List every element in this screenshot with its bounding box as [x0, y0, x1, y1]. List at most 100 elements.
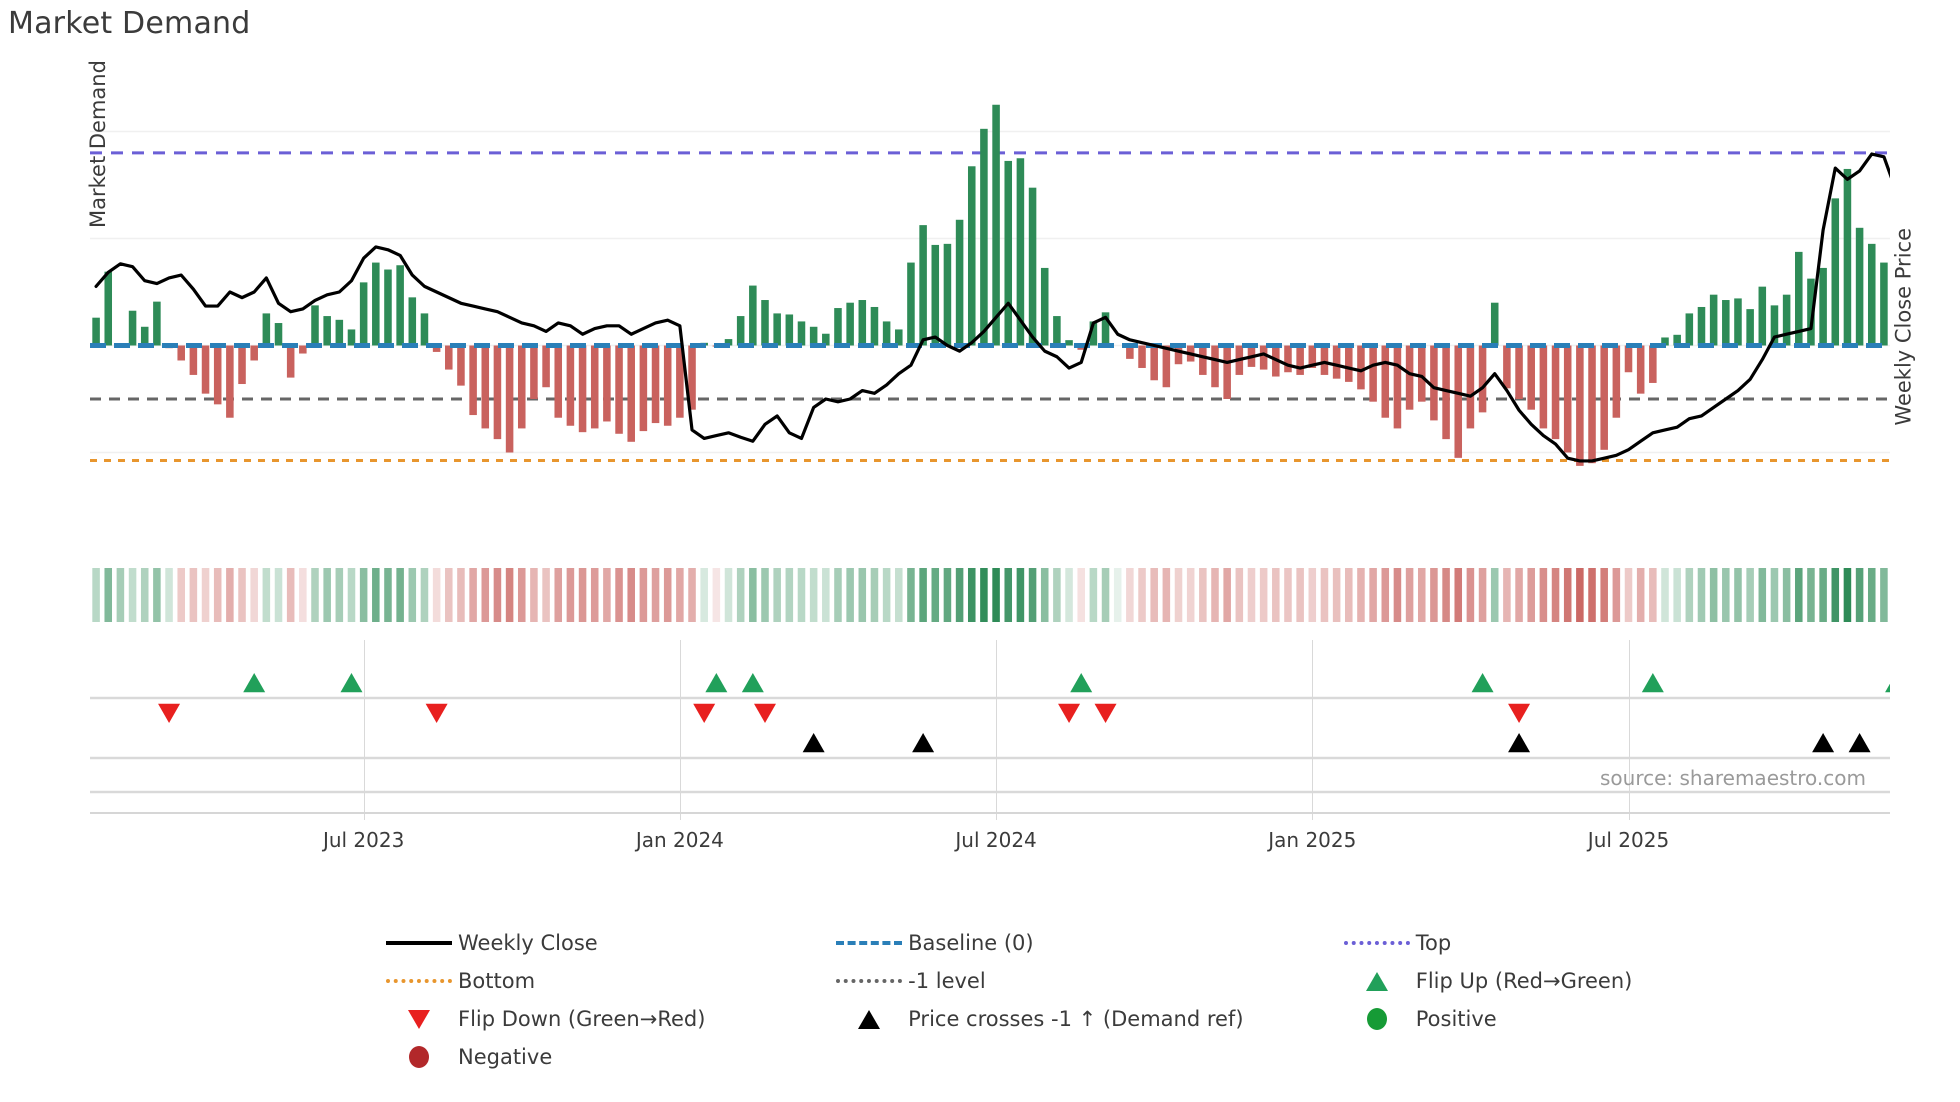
demand-bar	[1527, 345, 1535, 410]
strip-cell	[1369, 568, 1377, 622]
strip-cell	[396, 568, 404, 622]
strip-cell	[530, 568, 538, 622]
demand-bar	[1040, 267, 1049, 346]
demand-bar	[1770, 305, 1779, 346]
demand-bar	[1503, 345, 1511, 389]
legend-row: Bottom -1 level Flip Up (Red→Green)	[380, 962, 1740, 1000]
strip-cell	[505, 568, 514, 622]
demand-bar	[469, 345, 477, 416]
x-tick-mark	[1312, 640, 1314, 820]
demand-bar	[676, 345, 684, 418]
strip-cell	[1223, 568, 1231, 622]
strip-cell	[688, 568, 696, 622]
demand-bar	[1551, 345, 1560, 440]
demand-bar	[797, 321, 806, 346]
demand-bar	[1284, 345, 1292, 373]
strip-cell	[1673, 568, 1681, 622]
demand-bar	[955, 219, 964, 346]
legend-label: -1 level	[908, 969, 986, 993]
demand-bar	[1308, 345, 1317, 368]
demand-bar	[189, 345, 198, 375]
strip-cell	[1551, 568, 1560, 622]
strip-cell	[1503, 568, 1511, 622]
legend-item[interactable]: Baseline (0)	[830, 924, 1338, 962]
legend-row: Weekly Close Baseline (0) Top	[380, 924, 1740, 962]
demand-bar	[882, 321, 891, 346]
demand-bar	[1855, 227, 1864, 346]
strip-cell	[262, 568, 271, 622]
flip-up-marker	[1885, 673, 1908, 693]
demand-bar	[1162, 345, 1171, 388]
strip-cell	[299, 568, 307, 622]
legend-item[interactable]: Flip Up (Red→Green)	[1338, 962, 1740, 1000]
legend-item[interactable]	[830, 1038, 1338, 1076]
strip-cell	[615, 568, 623, 622]
legend-item[interactable]: Weekly Close	[380, 924, 830, 962]
demand-bar	[1576, 345, 1584, 466]
demand-bar	[1867, 243, 1876, 346]
strip-cell	[1855, 568, 1864, 622]
x-tick-label: Jul 2023	[322, 828, 405, 852]
strip-cell	[1393, 568, 1402, 622]
strip-cell	[1430, 568, 1438, 622]
legend-item[interactable]: Negative	[380, 1038, 830, 1076]
price-cross-marker	[912, 733, 935, 753]
legend-item[interactable]: Bottom	[380, 962, 830, 1000]
legend-row: Flip Down (Green→Red) Price crosses -1 ↑ …	[380, 1000, 1740, 1038]
demand-bar	[663, 345, 672, 426]
demand-bar	[1636, 345, 1645, 394]
legend-item[interactable]	[1338, 1038, 1740, 1076]
strip-cell	[1527, 568, 1535, 622]
strip-cell	[481, 568, 490, 622]
strip-cell	[335, 568, 344, 622]
strip-cell	[1795, 568, 1803, 622]
strip-cell	[1381, 568, 1390, 622]
demand-bar	[457, 345, 465, 386]
demand-bar	[445, 345, 453, 370]
strip-cell	[1272, 568, 1280, 622]
strip-cell	[992, 568, 1000, 622]
demand-bar	[967, 166, 976, 346]
y-axis-right-label: Weekly Close Price	[1892, 228, 1916, 426]
dotted-line-swatch-icon	[386, 979, 452, 983]
x-tick-label: Jan 2025	[1268, 828, 1357, 852]
y-axis-left-label: Market Demand	[86, 60, 110, 228]
strip-cell	[347, 568, 356, 622]
demand-bar	[1795, 251, 1803, 346]
demand-bar	[274, 323, 283, 346]
strip-cell	[749, 568, 757, 622]
demand-bar	[907, 262, 915, 346]
legend-swatch	[1338, 941, 1416, 945]
strip-cell	[1284, 568, 1292, 622]
triangle-down-icon	[408, 1009, 430, 1029]
legend-swatch	[380, 1046, 458, 1068]
demand-bar	[1782, 294, 1791, 346]
strip-cell	[1126, 568, 1134, 622]
legend-item[interactable]: Positive	[1338, 1000, 1740, 1038]
strip-cell	[286, 568, 295, 622]
demand-bar	[688, 345, 696, 410]
flip-up-marker	[1070, 673, 1093, 693]
demand-bar	[846, 302, 854, 346]
price-cross-marker	[1508, 733, 1531, 753]
demand-bar	[1624, 345, 1633, 373]
flip-up-marker	[1471, 673, 1494, 693]
strip-cell	[372, 568, 380, 622]
price-cross-marker	[802, 733, 825, 753]
legend-item[interactable]: Flip Down (Green→Red)	[380, 1000, 830, 1038]
demand-bar	[1515, 345, 1523, 399]
strip-cell	[177, 568, 185, 622]
demand-bar	[1016, 158, 1025, 346]
strip-cell	[274, 568, 283, 622]
legend-item[interactable]: -1 level	[830, 962, 1338, 1000]
strip-cell	[1417, 568, 1426, 622]
flip-down-marker	[1058, 703, 1081, 723]
legend-item[interactable]: Top	[1338, 924, 1740, 962]
demand-bar	[1393, 345, 1402, 429]
strip-cell	[919, 568, 927, 622]
legend-item[interactable]: Price crosses -1 ↑ (Demand ref)	[830, 1000, 1338, 1038]
demand-bar	[1478, 345, 1487, 413]
strip-cell	[1065, 568, 1073, 622]
strip-cell	[1162, 568, 1171, 622]
strip-cell	[1004, 568, 1013, 622]
